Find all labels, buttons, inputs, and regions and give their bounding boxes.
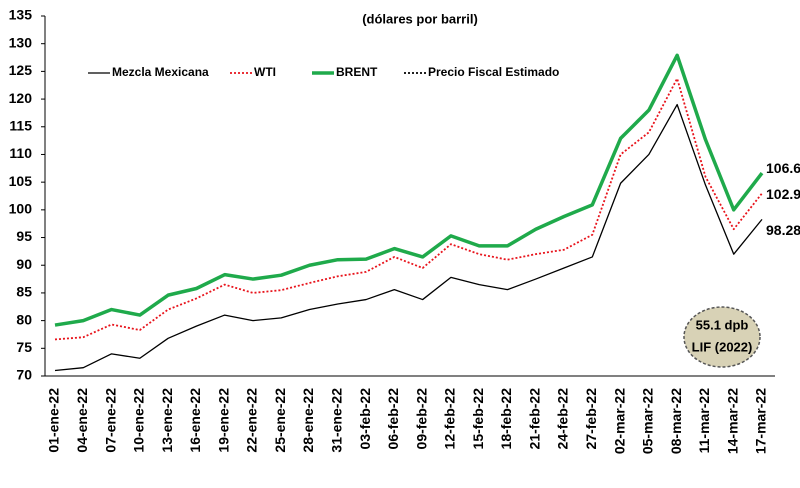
x-tick-label: 21-feb-22 bbox=[526, 388, 542, 450]
legend-label: WTI bbox=[254, 65, 276, 79]
x-tick-label: 11-mar-22 bbox=[696, 388, 712, 454]
y-tick-label: 80 bbox=[16, 311, 32, 327]
x-tick-label: 24-feb-22 bbox=[555, 388, 571, 450]
annotation-badge bbox=[683, 306, 761, 368]
x-tick-label: 13-ene-22 bbox=[159, 388, 175, 453]
y-tick-label: 125 bbox=[9, 62, 33, 78]
x-tick-label: 18-feb-22 bbox=[498, 388, 514, 450]
y-tick-label: 105 bbox=[9, 173, 33, 189]
x-tick-label: 07-ene-22 bbox=[102, 388, 118, 453]
y-tick-label: 95 bbox=[16, 228, 32, 244]
x-tick-label: 19-ene-22 bbox=[215, 388, 231, 453]
y-tick-label: 70 bbox=[16, 367, 32, 383]
x-tick-label: 03-feb-22 bbox=[357, 388, 373, 450]
legend-label: Mezcla Mexicana bbox=[112, 65, 209, 79]
legend-label: BRENT bbox=[336, 65, 378, 79]
series-line bbox=[54, 77, 763, 341]
y-tick-label: 110 bbox=[9, 145, 32, 161]
y-tick-label: 115 bbox=[9, 117, 32, 133]
series-line bbox=[54, 103, 763, 372]
x-tick-label: 05-mar-22 bbox=[640, 388, 656, 454]
y-tick-label: 100 bbox=[9, 201, 33, 217]
y-tick-label: 75 bbox=[16, 339, 32, 355]
y-tick-label: 120 bbox=[9, 90, 33, 106]
x-tick-label: 17-mar-22 bbox=[753, 388, 769, 454]
x-tick-label: 08-mar-22 bbox=[668, 388, 684, 454]
x-tick-label: 10-ene-22 bbox=[131, 388, 147, 453]
end-value-label: 102.98 bbox=[766, 186, 800, 202]
x-tick-label: 22-ene-22 bbox=[244, 388, 260, 453]
x-tick-label: 14-mar-22 bbox=[724, 388, 740, 454]
x-tick-label: 01-ene-22 bbox=[46, 388, 62, 453]
y-tick-label: 135 bbox=[9, 7, 33, 23]
x-tick-label: 25-ene-22 bbox=[272, 388, 288, 453]
x-tick-label: 15-feb-22 bbox=[470, 388, 486, 450]
x-tick-label: 28-ene-22 bbox=[300, 388, 316, 453]
y-tick-label: 85 bbox=[16, 284, 32, 300]
x-tick-label: 02-mar-22 bbox=[611, 388, 627, 454]
x-tick-label: 09-feb-22 bbox=[413, 388, 429, 450]
chart-subtitle: (dólares por barril) bbox=[362, 11, 478, 26]
x-tick-label: 31-ene-22 bbox=[329, 388, 345, 453]
x-tick-label: 12-feb-22 bbox=[442, 388, 458, 450]
y-tick-label: 130 bbox=[9, 34, 33, 50]
x-tick-label: 27-feb-22 bbox=[583, 388, 599, 450]
y-tick-label: 90 bbox=[16, 256, 32, 272]
annotation: 55.1 dpb bbox=[696, 317, 749, 332]
x-tick-label: 06-feb-22 bbox=[385, 388, 401, 450]
x-tick-label: 16-ene-22 bbox=[187, 388, 203, 453]
end-value-label: 98.28 bbox=[766, 222, 800, 238]
legend-label: Precio Fiscal Estimado bbox=[428, 65, 559, 79]
series-line bbox=[54, 53, 764, 327]
annotation: LIF (2022) bbox=[692, 339, 753, 354]
end-value-label: 106.64 bbox=[766, 160, 800, 176]
x-tick-label: 04-ene-22 bbox=[74, 388, 90, 453]
